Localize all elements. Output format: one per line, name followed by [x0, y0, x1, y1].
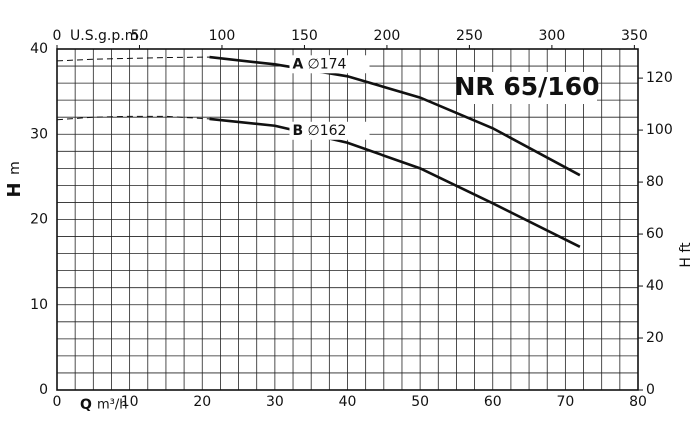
- x-tick-label: 80: [629, 394, 647, 410]
- x-tick-label: 20: [193, 394, 211, 410]
- x-tick-label: 70: [556, 394, 574, 410]
- x2-axis-label: U.S.g.p.m.: [70, 28, 143, 44]
- x2-tick-label: 100: [209, 28, 236, 44]
- curve-diameter: ∅162: [308, 123, 347, 139]
- chart-title: NR 65/160: [455, 72, 600, 101]
- y-tick-label: 0: [39, 382, 48, 398]
- y-tick-label: 40: [30, 41, 48, 57]
- x-axis-unit: m³/h: [97, 398, 128, 413]
- curve-label-bg: [289, 121, 370, 140]
- curve: [209, 117, 581, 248]
- x-tick-label: 60: [484, 394, 502, 410]
- y2-tick-label: 40: [646, 278, 664, 294]
- y2-axis-label: H ft: [678, 242, 694, 268]
- x-tick-label: 40: [339, 394, 357, 410]
- y-axis-label: H: [4, 182, 25, 197]
- x-tick-label: 50: [411, 394, 429, 410]
- y2-tick-label: 20: [646, 330, 664, 346]
- x2-tick-label: 50: [131, 28, 149, 44]
- x2-tick-label: 200: [374, 28, 401, 44]
- y2-tick-label: 80: [646, 174, 664, 190]
- curve-extrapolated: [56, 115, 210, 121]
- plot-frame: [56, 48, 639, 391]
- x-axis-label: Q: [80, 397, 92, 413]
- y2-tick-label: 60: [646, 226, 664, 242]
- curve-name: B: [293, 123, 304, 139]
- x-tick-label: 0: [53, 394, 62, 410]
- y-axis-unit: m: [7, 161, 23, 175]
- curve-name: A: [293, 56, 304, 72]
- curve-diameter: ∅174: [308, 56, 347, 72]
- title-box: [457, 72, 597, 104]
- x2-tick-label: 300: [539, 28, 566, 44]
- y-tick-label: 10: [30, 297, 48, 313]
- x-tick-label: 10: [121, 394, 139, 410]
- x2-tick-label: 0: [53, 28, 62, 44]
- curve: [209, 55, 581, 177]
- x2-tick-label: 250: [456, 28, 483, 44]
- curve-extrapolated: [56, 56, 210, 62]
- x-tick-label: 30: [266, 394, 284, 410]
- y-tick-label: 20: [30, 212, 48, 228]
- x2-tick-label: 350: [621, 28, 648, 44]
- x2-tick-label: 150: [291, 28, 318, 44]
- y2-tick-label: 0: [646, 382, 655, 398]
- y2-tick-label: 120: [646, 70, 673, 86]
- y-tick-label: 30: [30, 126, 48, 142]
- curve-label-bg: [289, 55, 370, 74]
- y2-tick-label: 100: [646, 122, 673, 138]
